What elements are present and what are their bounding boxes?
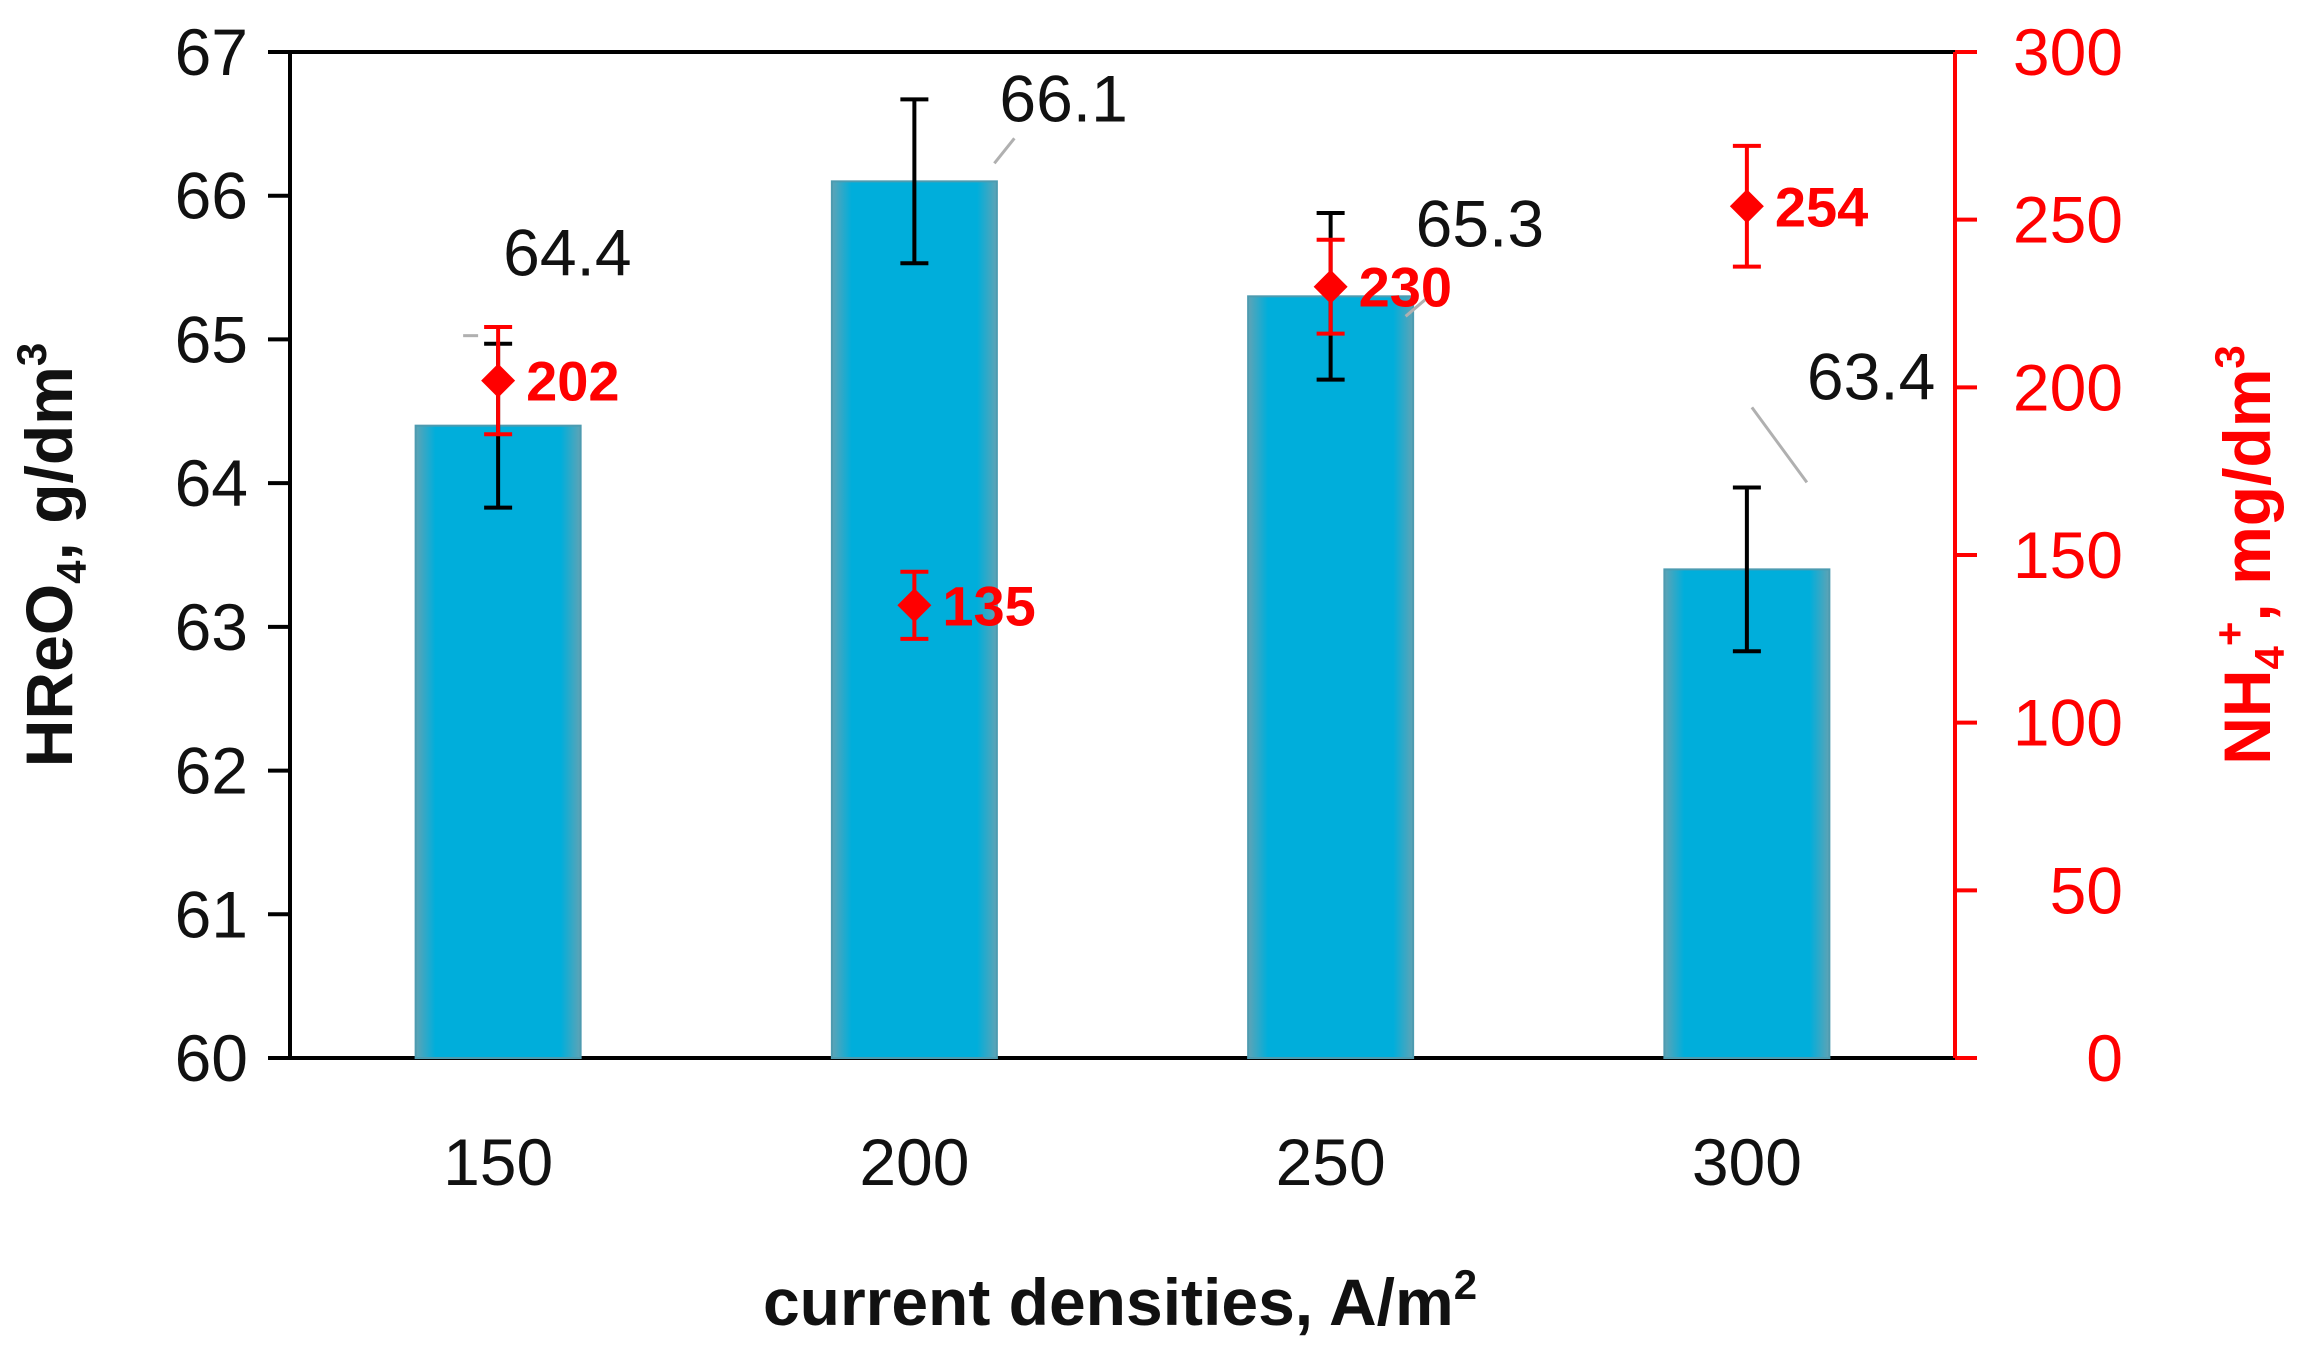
y-left-tick-label: 60 [175, 1021, 248, 1095]
bar-value-label: 63.4 [1807, 339, 1935, 413]
bar [414, 424, 582, 1059]
bar-label-leader-line [1750, 406, 1809, 484]
y-left-tick-label: 62 [175, 734, 248, 808]
y-left-tick-label: 64 [175, 446, 248, 520]
x-tick-label: 150 [443, 1125, 553, 1199]
bar-value-label: 65.3 [1416, 186, 1544, 260]
y-right-tick-label: 150 [2013, 518, 2123, 592]
y-right-tick-label: 0 [2086, 1021, 2123, 1095]
point-value-label: 254 [1775, 175, 1868, 238]
x-tick-label: 250 [1276, 1125, 1386, 1199]
x-axis-title-text: current densities, A/m [763, 1265, 1454, 1339]
x-tick-label: 300 [1692, 1125, 1802, 1199]
y-right-tick-label: 50 [2050, 853, 2123, 927]
y-axis-left-title: HReO4, g/dm3 [8, 343, 95, 767]
bar-label-leader-line [1404, 298, 1427, 318]
ammonium-points-group [481, 143, 1764, 641]
y-left-tick-label: 67 [175, 15, 248, 89]
y-right-tick-label: 100 [2013, 686, 2123, 760]
point-value-label: 202 [526, 350, 619, 413]
x-tick-label: 200 [859, 1125, 969, 1199]
point-value-label: 135 [942, 574, 1035, 637]
ammonium-point [1313, 269, 1348, 304]
bar-label-leader-line [993, 137, 1016, 165]
x-axis-title-sup: 2 [1454, 1261, 1477, 1308]
y-left-tick-label: 61 [175, 877, 248, 951]
bars-group [414, 180, 1831, 1060]
y-left-tick-label: 63 [175, 590, 248, 664]
point-value-label: 230 [1359, 256, 1452, 319]
bar-value-label: 66.1 [999, 61, 1127, 135]
y-left-tick-label: 65 [175, 302, 248, 376]
ammonium-point [897, 588, 932, 623]
y-right-tick-label: 250 [2013, 183, 2123, 257]
data-labels-group: 64.4 66.1 65.3 63.4 202 135 230 254 [503, 61, 1935, 637]
y-right-tick-label: 200 [2013, 350, 2123, 424]
axes-group: 60 61 62 63 64 65 66 67 0 50 100 150 200 250 300 150 200… [175, 15, 2123, 1199]
ammonium-point [1729, 189, 1764, 224]
label-leader-lines-group [463, 137, 1809, 484]
bar-value-label: 64.4 [503, 216, 631, 290]
y-left-tick-label: 66 [175, 159, 248, 233]
ammonium-point [481, 363, 516, 398]
bar-error-bars-group [484, 97, 1761, 654]
x-axis-title: current densities, A/m2 [763, 1261, 1477, 1339]
y-axis-right-title: NH4+, mg/dm3 [2206, 345, 2293, 765]
y-right-tick-label: 300 [2013, 15, 2123, 89]
bar [1247, 295, 1415, 1060]
